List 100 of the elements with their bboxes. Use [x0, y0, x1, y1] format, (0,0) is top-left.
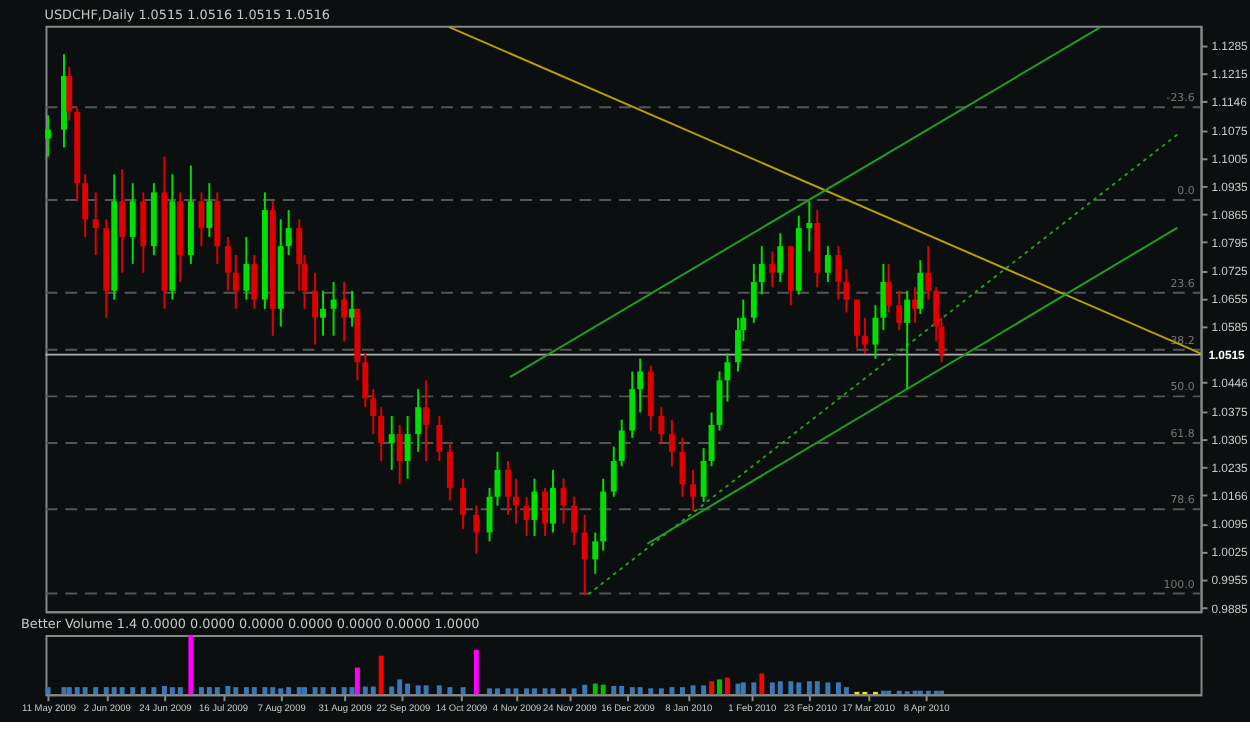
- candlestick: [362, 352, 369, 409]
- bar: [296, 687, 302, 695]
- bar: [188, 634, 194, 695]
- candlestick: [658, 406, 665, 444]
- bar: [658, 688, 664, 695]
- candlestick: [647, 364, 654, 432]
- candlestick: [880, 262, 887, 332]
- bar: [473, 649, 479, 695]
- candlestick: [550, 468, 556, 534]
- bar: [436, 685, 442, 695]
- bar: [233, 687, 239, 695]
- candlestick: [66, 65, 73, 122]
- candlestick: [690, 468, 697, 513]
- bar: [777, 681, 783, 695]
- bar: [177, 687, 183, 695]
- candlestick: [777, 232, 784, 283]
- bar: [460, 687, 466, 695]
- bar: [600, 684, 606, 695]
- candlestick: [853, 298, 860, 350]
- bar: [405, 683, 411, 695]
- candlestick: [129, 182, 136, 265]
- candlestick: [312, 271, 319, 346]
- candlestick: [119, 168, 126, 274]
- bar: [93, 687, 99, 695]
- candlestick: [708, 411, 715, 468]
- candlestick: [140, 191, 147, 274]
- bar: [611, 685, 617, 695]
- bar: [637, 687, 643, 695]
- bar: [243, 687, 249, 695]
- candlestick: [787, 245, 794, 307]
- candlestick: [513, 477, 519, 525]
- bar: [835, 682, 841, 695]
- candlestick: [769, 250, 776, 289]
- bar: [717, 679, 722, 695]
- bar: [542, 688, 548, 695]
- candlestick: [341, 280, 348, 342]
- bar: [286, 687, 292, 695]
- bar: [362, 686, 368, 695]
- candlestick: [251, 254, 258, 310]
- candlestick: [396, 423, 403, 486]
- candlestick: [232, 254, 239, 310]
- candlestick: [835, 245, 842, 301]
- bar: [524, 688, 530, 695]
- candlestick: [523, 495, 530, 538]
- bar: [423, 685, 429, 695]
- bar: [66, 687, 72, 695]
- bar: [169, 687, 175, 695]
- candlestick: [436, 415, 443, 463]
- candlestick: [285, 209, 292, 257]
- candlestick: [700, 447, 707, 503]
- candlestick: [750, 262, 757, 324]
- candlestick: [214, 191, 221, 265]
- candlestick: [542, 486, 549, 538]
- bar: [447, 687, 453, 695]
- candlestick: [925, 245, 932, 301]
- bar: [629, 687, 635, 695]
- bar: [487, 688, 493, 695]
- bar: [740, 682, 746, 695]
- candlestick: [370, 388, 377, 436]
- bar: [724, 677, 730, 695]
- bar: [251, 687, 257, 695]
- bar: [103, 687, 109, 695]
- bar: [341, 687, 347, 695]
- bar: [690, 685, 696, 695]
- bar: [415, 685, 421, 695]
- bar: [806, 681, 812, 695]
- bar: [825, 682, 831, 695]
- candlestick: [571, 495, 578, 546]
- bar: [592, 683, 598, 695]
- candlestick: [843, 268, 850, 314]
- candlestick: [82, 173, 89, 238]
- candlestick: [45, 114, 52, 158]
- candlestick: [917, 259, 924, 316]
- bar: [843, 687, 849, 695]
- bar: [349, 687, 355, 695]
- bar: [45, 687, 51, 695]
- bar: [262, 687, 268, 695]
- bar: [331, 687, 337, 695]
- candlestick: [460, 477, 467, 530]
- candlestick: [885, 262, 892, 314]
- bar: [140, 687, 146, 695]
- bar: [302, 687, 307, 695]
- candlestick: [637, 357, 644, 414]
- bar: [312, 687, 318, 695]
- candlestick: [330, 280, 337, 337]
- candlestick: [206, 182, 213, 238]
- candlestick: [505, 460, 512, 516]
- bar: [82, 687, 88, 695]
- candlestick: [415, 388, 422, 453]
- bar: [74, 687, 80, 695]
- candlestick: [388, 415, 395, 471]
- candlestick: [404, 415, 411, 480]
- bar: [759, 673, 765, 695]
- candlestick: [446, 441, 453, 502]
- candlestick: [758, 245, 765, 296]
- candlestick: [423, 379, 430, 463]
- bar: [788, 681, 794, 695]
- bar: [378, 655, 384, 695]
- bar: [669, 687, 675, 695]
- bar: [370, 686, 376, 695]
